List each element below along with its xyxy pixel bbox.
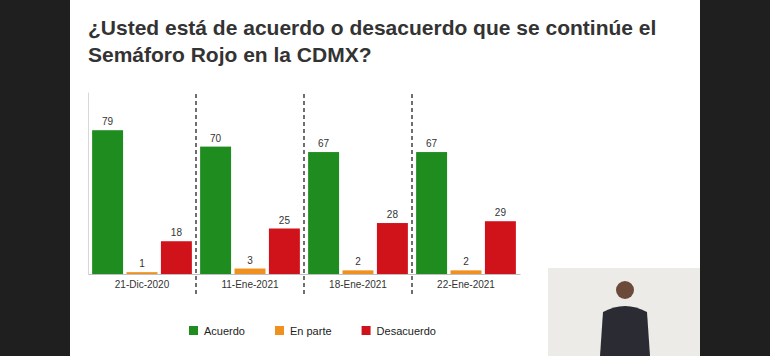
bar (416, 152, 447, 274)
data-label: 2 (355, 256, 361, 267)
x-tick: 22-Ene-2021 (437, 274, 495, 290)
legend-swatch (275, 326, 284, 335)
bar (377, 223, 408, 274)
x-tick-label: 18-Ene-2021 (329, 279, 387, 290)
bar (161, 241, 192, 274)
group-separator (303, 94, 304, 296)
data-labels: 79 70 67 67 1 3 2 2 18 25 28 29 (102, 116, 506, 269)
data-label: 29 (495, 207, 507, 218)
x-tick-label: 21-Dic-2020 (115, 279, 170, 290)
bar (269, 229, 300, 275)
legend-swatch (362, 326, 371, 335)
data-label: 67 (318, 138, 330, 149)
bar (308, 152, 339, 274)
data-label: 3 (247, 255, 253, 266)
x-tick-label: 22-Ene-2021 (437, 279, 495, 290)
bars (92, 130, 516, 274)
x-tick: 18-Ene-2021 (329, 274, 387, 290)
interpreter-body (600, 306, 650, 356)
bar (235, 269, 266, 274)
legend-label: Acuerdo (204, 325, 245, 337)
data-label: 70 (210, 133, 222, 144)
group-separator (195, 94, 196, 296)
data-label: 28 (387, 209, 399, 220)
data-label: 25 (279, 215, 291, 226)
group-separator (411, 94, 412, 296)
data-label: 18 (171, 227, 183, 238)
data-label: 1 (139, 258, 145, 269)
chart-title: ¿Usted está de acuerdo o desacuerdo que … (88, 14, 688, 68)
legend-label: En parte (290, 325, 332, 337)
x-tick-label: 11-Ene-2021 (221, 279, 279, 290)
legend-item: Acuerdo (189, 325, 245, 337)
legend-swatch (189, 326, 198, 335)
x-tick: 11-Ene-2021 (221, 274, 279, 290)
data-label: 67 (426, 138, 438, 149)
bar (451, 270, 482, 274)
bar (92, 130, 123, 274)
y-axis (88, 93, 89, 275)
y-axis-line (88, 93, 89, 275)
x-axis: 21-Dic-2020 11-Ene-2021 18-Ene-2021 22-Ene-… (89, 274, 521, 290)
legend-item: En parte (275, 325, 332, 337)
data-label: 79 (102, 116, 114, 127)
bar (485, 221, 516, 274)
legend-label: Desacuerdo (377, 325, 436, 337)
interpreter-head (616, 281, 634, 299)
video-inset (548, 268, 700, 356)
x-axis-line (89, 274, 521, 275)
group-separators (196, 94, 412, 296)
legend: Acuerdo En parte Desacuerdo (189, 325, 436, 337)
bar (200, 147, 231, 274)
bar (343, 270, 374, 274)
x-tick: 21-Dic-2020 (115, 274, 170, 290)
chart: 21-Dic-2020 11-Ene-2021 18-Ene-2021 22-Ene-… (0, 0, 770, 356)
data-label: 2 (463, 256, 469, 267)
bar (127, 272, 158, 274)
legend-item: Desacuerdo (362, 325, 436, 337)
